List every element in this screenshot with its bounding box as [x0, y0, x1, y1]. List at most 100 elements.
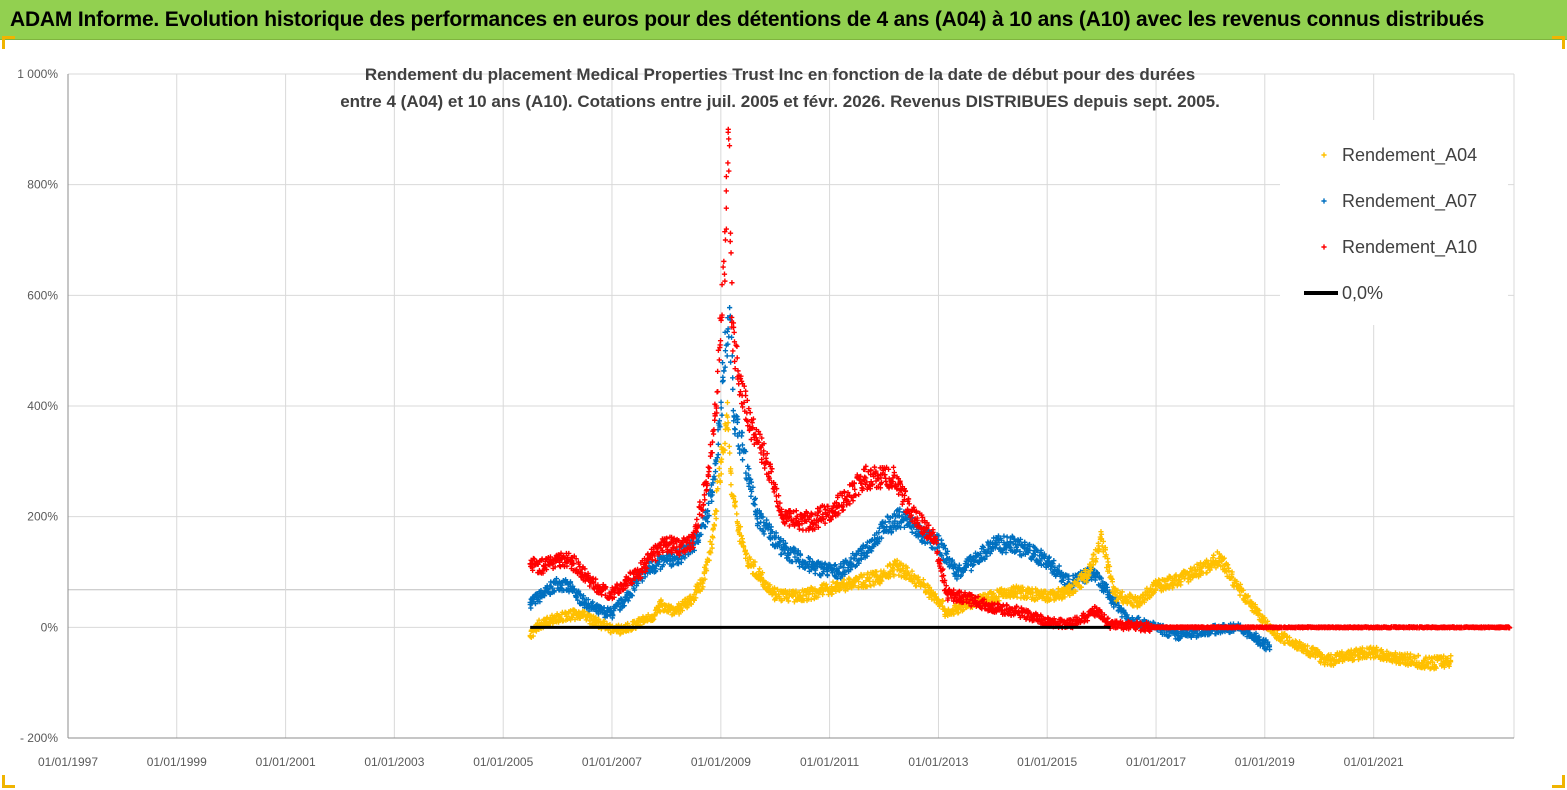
- data-point: [1103, 581, 1109, 588]
- data-point: [743, 392, 749, 399]
- data-point: [769, 529, 775, 535]
- data-point: [777, 539, 783, 545]
- x-tick-label: 01/01/2003: [364, 755, 424, 769]
- data-point: [977, 551, 983, 557]
- data-point: [1004, 534, 1010, 540]
- data-point: [691, 547, 697, 553]
- data-point: [722, 440, 728, 447]
- data-point: [573, 594, 579, 600]
- data-point: [748, 493, 754, 499]
- data-point: [980, 544, 987, 551]
- y-tick-labels: - 200%0%200%400%600%800%1 000%: [17, 67, 58, 745]
- data-point: [723, 173, 729, 180]
- data-point: [702, 497, 708, 503]
- data-point: [893, 526, 899, 532]
- data-point: [797, 551, 803, 557]
- data-point: [739, 442, 746, 448]
- data-point: [700, 501, 707, 508]
- data-point: [703, 515, 710, 521]
- data-point: [1048, 566, 1054, 572]
- data-point: [670, 562, 677, 568]
- data-point: [1007, 539, 1013, 545]
- x-tick-label: 01/01/2005: [473, 755, 533, 769]
- data-point: [722, 348, 729, 354]
- x-tick-label: 01/01/1997: [38, 755, 98, 769]
- data-point: [760, 514, 766, 520]
- data-point: [725, 160, 731, 166]
- data-point: [577, 592, 583, 598]
- data-point: [971, 562, 977, 568]
- data-point: [884, 513, 891, 519]
- x-tick-label: 01/01/2021: [1344, 755, 1404, 769]
- data-point: [1032, 552, 1038, 558]
- chart-area: - 200%0%200%400%600%800%1 000% 01/01/199…: [17, 65, 1515, 769]
- data-point: [773, 530, 779, 536]
- data-point: [757, 566, 763, 572]
- data-point: [876, 529, 882, 536]
- data-point: [618, 596, 624, 602]
- data-point: [951, 570, 957, 577]
- data-point: [751, 497, 758, 503]
- data-point: [724, 399, 731, 406]
- data-point: [547, 590, 553, 596]
- corner-mark-top-left: [2, 36, 15, 49]
- data-point: [858, 556, 864, 562]
- data-point: [730, 348, 736, 354]
- data-point: [702, 524, 708, 530]
- data-point: [919, 539, 925, 545]
- data-point: [576, 591, 583, 597]
- data-point: [725, 326, 731, 332]
- data-point: [909, 529, 915, 535]
- data-point: [727, 450, 733, 456]
- data-point: [1011, 536, 1017, 542]
- data-point: [725, 341, 731, 347]
- data-point: [729, 353, 735, 359]
- data-point: [697, 499, 703, 505]
- data-point: [716, 418, 723, 424]
- data-point: [847, 567, 854, 573]
- x-tick-label: 01/01/2007: [582, 755, 642, 769]
- data-point: [859, 545, 865, 551]
- x-tick-label: 01/01/2019: [1235, 755, 1295, 769]
- data-point: [746, 466, 752, 472]
- corner-mark-bottom-left: [2, 775, 15, 788]
- data-point: [631, 587, 638, 593]
- data-point: [1135, 614, 1142, 621]
- data-point: [709, 489, 716, 496]
- data-point: [1026, 541, 1033, 548]
- data-point: [621, 603, 627, 609]
- data-point: [822, 560, 828, 566]
- data-point: [721, 368, 727, 374]
- data-point: [551, 588, 557, 594]
- data-point: [575, 588, 581, 594]
- data-point: [625, 598, 631, 604]
- data-series: [527, 126, 1513, 672]
- y-tick-label: 600%: [27, 288, 58, 302]
- data-point: [735, 443, 741, 449]
- x-tick-label: 01/01/1999: [147, 755, 207, 769]
- data-point: [897, 506, 903, 512]
- data-point: [595, 611, 602, 617]
- data-point: [719, 282, 725, 288]
- data-point: [755, 521, 761, 527]
- data-point: [629, 593, 635, 599]
- x-tick-label: 01/01/2009: [691, 755, 751, 769]
- data-point: [718, 405, 724, 411]
- data-point: [575, 597, 581, 603]
- data-point: [942, 546, 949, 552]
- data-point: [739, 430, 745, 436]
- data-point: [1175, 630, 1181, 636]
- data-point: [832, 562, 838, 568]
- data-point: [750, 484, 756, 490]
- data-point: [729, 280, 735, 286]
- data-point: [936, 533, 942, 539]
- data-point: [752, 502, 758, 508]
- data-point: [728, 482, 734, 488]
- data-point: [952, 571, 958, 577]
- data-point: [1111, 604, 1117, 610]
- data-point: [1003, 549, 1009, 556]
- data-point: [733, 413, 739, 419]
- data-point: [559, 582, 565, 588]
- data-point: [695, 537, 702, 543]
- data-point: [856, 560, 862, 566]
